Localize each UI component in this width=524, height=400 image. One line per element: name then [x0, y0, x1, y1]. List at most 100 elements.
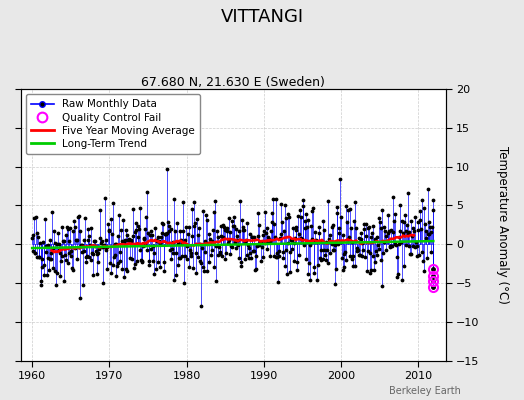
Point — [302, 256, 311, 262]
Point — [346, 206, 354, 212]
Point — [94, 258, 103, 265]
Point — [215, 249, 224, 255]
Point — [254, 210, 263, 216]
Point — [401, 212, 409, 218]
Point — [81, 253, 90, 260]
Point — [323, 247, 331, 254]
Point — [213, 234, 222, 240]
Point — [105, 227, 114, 234]
Point — [326, 232, 334, 238]
Point — [402, 242, 410, 248]
Point — [78, 242, 86, 248]
Point — [267, 210, 276, 216]
Point — [36, 240, 44, 246]
Point — [91, 238, 99, 244]
Point — [407, 250, 416, 257]
Point — [386, 244, 395, 250]
Point — [50, 228, 58, 235]
Point — [381, 228, 389, 234]
Point — [188, 232, 196, 239]
Point — [214, 252, 222, 258]
Point — [322, 238, 330, 245]
Point — [374, 242, 382, 249]
Point — [136, 246, 145, 253]
Point — [348, 252, 357, 259]
Point — [56, 273, 64, 279]
Point — [131, 261, 139, 267]
Point — [252, 266, 260, 272]
Point — [250, 234, 258, 240]
Point — [374, 215, 383, 222]
Point — [412, 239, 420, 245]
Point — [335, 230, 344, 236]
Point — [73, 236, 81, 243]
Point — [61, 257, 70, 264]
Point — [30, 249, 39, 256]
Point — [62, 232, 70, 238]
Point — [328, 224, 336, 231]
Point — [222, 225, 231, 231]
Point — [154, 234, 162, 240]
Point — [253, 232, 261, 239]
Point — [108, 200, 117, 206]
Point — [99, 280, 107, 286]
Point — [112, 241, 121, 248]
Point — [156, 263, 165, 270]
Point — [367, 267, 375, 273]
Point — [28, 235, 36, 242]
Point — [376, 257, 385, 263]
Point — [227, 243, 236, 250]
Point — [269, 253, 278, 259]
Point — [123, 232, 132, 238]
Point — [372, 248, 380, 254]
Point — [152, 266, 161, 272]
Point — [419, 268, 428, 274]
Point — [307, 223, 315, 229]
Point — [334, 241, 342, 247]
Point — [329, 246, 337, 253]
Point — [331, 281, 340, 287]
Point — [327, 238, 335, 245]
Point — [70, 245, 79, 252]
Point — [319, 256, 328, 262]
Point — [336, 176, 344, 183]
Point — [58, 253, 66, 259]
Point — [414, 219, 423, 225]
Point — [248, 234, 257, 240]
Point — [426, 224, 434, 230]
Y-axis label: Temperature Anomaly (°C): Temperature Anomaly (°C) — [496, 146, 509, 304]
Point — [354, 252, 363, 258]
Point — [159, 268, 168, 274]
Point — [255, 241, 264, 248]
Point — [266, 238, 275, 244]
Point — [103, 243, 111, 250]
Point — [311, 238, 319, 244]
Point — [356, 252, 364, 258]
Point — [265, 236, 274, 242]
Point — [261, 230, 270, 237]
Point — [102, 237, 111, 243]
Point — [69, 228, 78, 234]
Point — [381, 246, 390, 253]
Point — [328, 240, 336, 247]
Point — [125, 235, 134, 242]
Point — [215, 244, 223, 250]
Point — [394, 270, 402, 277]
Point — [295, 252, 303, 258]
Point — [143, 247, 151, 253]
Point — [183, 242, 192, 249]
Point — [200, 268, 208, 274]
Point — [365, 224, 373, 230]
Point — [122, 266, 130, 272]
Point — [40, 272, 49, 278]
Point — [286, 268, 294, 275]
Point — [408, 232, 416, 239]
Point — [280, 228, 288, 234]
Point — [334, 225, 343, 231]
Point — [325, 236, 333, 242]
Point — [210, 264, 219, 270]
Point — [293, 267, 302, 273]
Point — [184, 224, 193, 230]
Point — [409, 224, 418, 231]
Point — [425, 219, 434, 226]
